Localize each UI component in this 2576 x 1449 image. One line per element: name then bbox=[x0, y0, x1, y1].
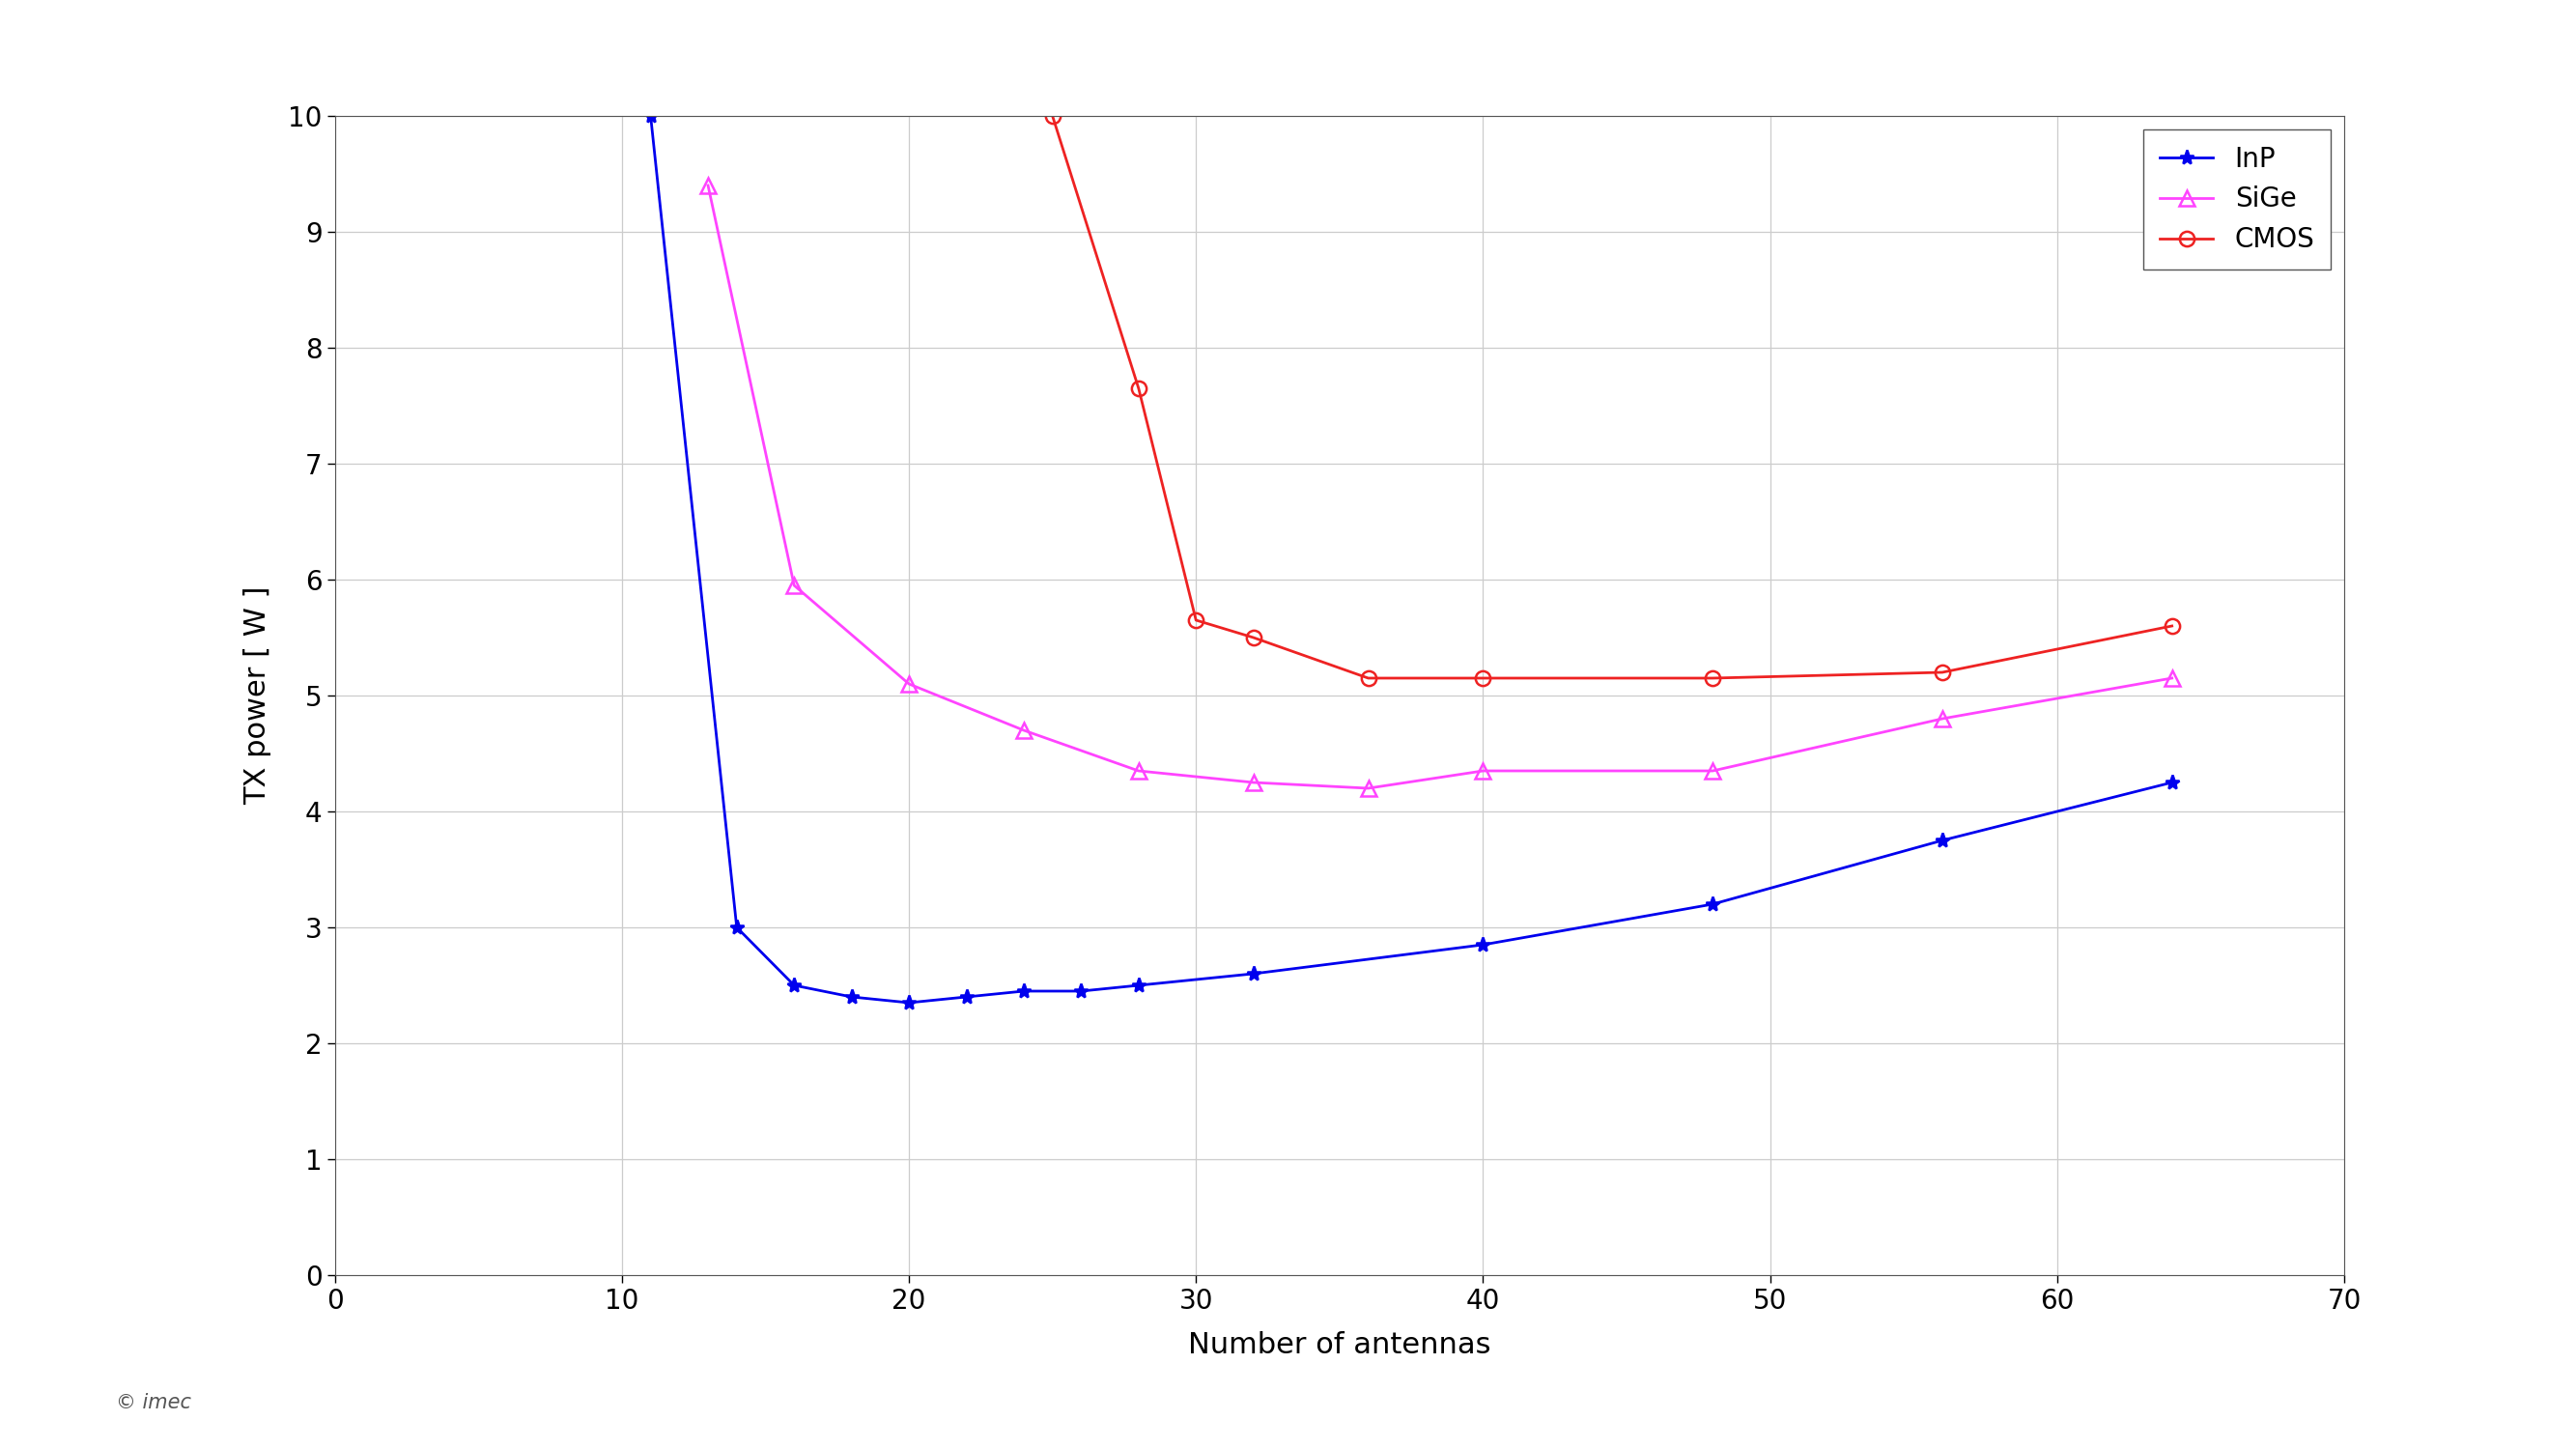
CMOS bbox=[1468, 669, 1499, 687]
SiGe bbox=[1123, 762, 1154, 780]
CMOS bbox=[1239, 629, 1270, 646]
Line: CMOS: CMOS bbox=[1046, 109, 2179, 685]
InP bbox=[1927, 832, 1958, 849]
SiGe bbox=[1927, 710, 1958, 727]
InP bbox=[2156, 774, 2187, 791]
X-axis label: Number of antennas: Number of antennas bbox=[1188, 1332, 1492, 1359]
CMOS bbox=[1123, 380, 1154, 397]
CMOS bbox=[1038, 107, 1069, 125]
InP bbox=[894, 994, 925, 1011]
CMOS bbox=[2156, 617, 2187, 635]
CMOS bbox=[1352, 669, 1383, 687]
CMOS bbox=[1698, 669, 1728, 687]
InP bbox=[778, 977, 809, 994]
Y-axis label: TX power [ W ]: TX power [ W ] bbox=[245, 585, 273, 806]
CMOS bbox=[1927, 664, 1958, 681]
SiGe bbox=[1352, 780, 1383, 797]
InP bbox=[1123, 977, 1154, 994]
InP bbox=[951, 988, 981, 1006]
InP bbox=[1066, 982, 1097, 1000]
InP bbox=[837, 988, 868, 1006]
SiGe bbox=[2156, 669, 2187, 687]
InP bbox=[1468, 936, 1499, 953]
Line: InP: InP bbox=[644, 109, 2179, 1010]
SiGe bbox=[894, 675, 925, 693]
Line: SiGe: SiGe bbox=[701, 178, 2179, 796]
SiGe bbox=[778, 577, 809, 594]
SiGe bbox=[693, 177, 724, 194]
SiGe bbox=[1698, 762, 1728, 780]
SiGe bbox=[1468, 762, 1499, 780]
SiGe bbox=[1007, 722, 1038, 739]
SiGe bbox=[1239, 774, 1270, 791]
CMOS bbox=[1180, 611, 1211, 629]
Text: © imec: © imec bbox=[116, 1394, 191, 1413]
InP bbox=[1007, 982, 1038, 1000]
InP bbox=[721, 919, 752, 936]
InP bbox=[1239, 965, 1270, 982]
InP bbox=[1698, 895, 1728, 913]
Legend: InP, SiGe, CMOS: InP, SiGe, CMOS bbox=[2143, 129, 2331, 270]
InP bbox=[636, 107, 667, 125]
